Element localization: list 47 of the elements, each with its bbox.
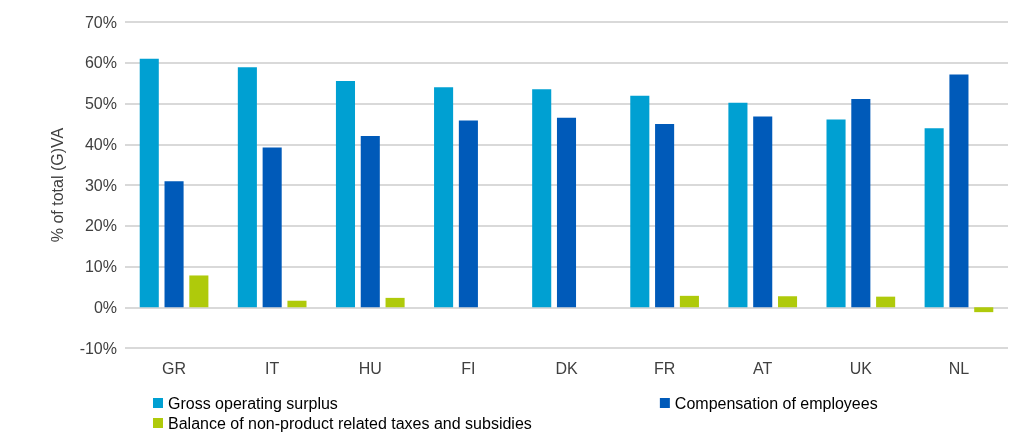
bar — [974, 307, 994, 313]
x-tick-label: FR — [653, 359, 676, 377]
bar — [434, 87, 454, 308]
x-tick-label: IT — [265, 359, 280, 377]
bar — [876, 296, 896, 308]
bar — [728, 102, 748, 308]
y-tick-label: 30% — [84, 176, 117, 194]
bar — [139, 58, 159, 308]
bar — [287, 300, 307, 308]
bar — [237, 67, 257, 308]
bar — [262, 147, 282, 308]
y-tick-label: 60% — [84, 54, 117, 72]
bar — [556, 117, 577, 308]
y-axis-title: % of total (G)VA — [48, 127, 66, 243]
bar — [949, 74, 969, 308]
bar — [924, 128, 944, 308]
bar — [335, 81, 356, 308]
y-tick-label: 0% — [93, 298, 117, 316]
y-tick-label: 70% — [84, 13, 117, 31]
bar — [458, 120, 478, 308]
bar — [777, 296, 798, 308]
legend-label: Balance of non-product related taxes and subsidies — [168, 414, 532, 432]
y-tick-label: 50% — [84, 95, 117, 112]
bar — [189, 275, 209, 308]
x-tick-label: UK — [849, 359, 873, 377]
x-tick-label: HU — [358, 359, 382, 377]
bar — [753, 116, 773, 308]
bar — [851, 99, 871, 308]
bar — [385, 297, 405, 308]
y-tick-label: 40% — [84, 135, 117, 153]
bar — [655, 123, 675, 308]
y-tick-label: 20% — [84, 217, 117, 235]
bar — [532, 89, 552, 308]
y-tick-label: 10% — [84, 258, 117, 275]
bar — [630, 95, 650, 308]
bar — [360, 136, 380, 308]
x-tick-label: NL — [948, 359, 970, 377]
x-tick-label: DK — [555, 359, 578, 377]
y-tick-label: -10% — [79, 339, 117, 357]
bar — [679, 295, 699, 308]
x-tick-label: AT — [753, 359, 773, 377]
x-tick-label: FI — [461, 359, 476, 377]
bar — [826, 119, 846, 308]
bar — [164, 181, 184, 308]
legend-label: Gross operating surplus — [168, 394, 338, 412]
legend-label: Compensation of employees — [674, 394, 878, 412]
x-tick-label: GR — [162, 359, 187, 377]
